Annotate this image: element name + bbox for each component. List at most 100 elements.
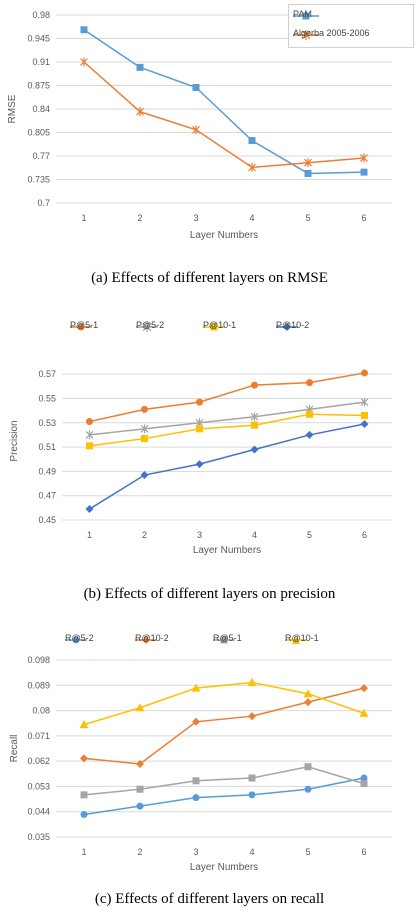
precision-legend: P@5-1 P@5-2 P@10-1 P@10-2 [70,320,410,336]
legend-item-r5-2: R@5-2 [65,633,94,645]
chart-panel-recall: 0.035 0.044 0.053 0.062 0.071 0.08 0.089 0.098 1… [0,625,419,914]
y-tick-label: 0.49 [38,466,56,476]
chart-panel-precision: 0.45 0.47 0.49 0.51 0.53 0.55 0.57 1 2 3 4 5 6 Layer … [0,310,419,610]
series-p-10-2 [85,419,369,514]
data-point [306,410,313,418]
data-point [141,435,148,443]
y-tick-label: 0.735 [27,175,50,185]
data-point [195,460,204,469]
y-tick-label: 0.91 [32,57,50,67]
data-point [360,168,368,176]
legend-label-p5-2: P@5-2 [136,320,165,330]
y-tick-label: 0.053 [27,781,50,791]
data-point [192,84,200,92]
data-point [196,398,203,406]
x-axis-title: Layer Numbers [193,545,261,556]
data-point [248,137,256,145]
data-point [303,689,313,698]
legend-label-r5-2: R@5-2 [65,633,94,643]
series-p-5-1 [86,369,368,426]
legend-label-pam: PAM [293,9,312,19]
recall-legend: R@5-2 R@10-2 R@5-1 R@10-1 [65,633,410,649]
y-tick-label: 0.071 [27,731,50,741]
data-point [192,717,200,726]
y-tick-label: 0.84 [32,104,50,114]
series-line [83,687,365,765]
x-axis-title: Layer Numbers [190,862,258,873]
data-point [141,405,148,413]
data-point [304,698,312,707]
recall-chart: 0.035 0.044 0.053 0.062 0.071 0.08 0.089 0.098 1… [9,655,392,873]
y-tick-label: 0.45 [38,515,56,525]
data-point [196,425,203,433]
data-point [248,791,256,799]
data-point [80,811,88,819]
series-r-5-1 [80,763,368,799]
data-point [80,791,88,799]
legend-item-p5-2: P@5-2 [136,320,165,332]
y-tick-label: 0.55 [38,393,56,403]
data-point [135,703,145,712]
legend-item-p5-1: P@5-1 [70,320,99,332]
y-tick-label: 0.53 [38,418,56,428]
y-tick-label: 0.035 [27,832,50,842]
y-tick-label: 0.77 [32,151,50,161]
data-point [248,162,256,172]
data-point [192,125,200,135]
data-point [250,412,259,422]
series-r-10-2 [80,684,368,768]
data-point [192,794,200,802]
rmse-legend: PAM Algerba 2005-2006 [288,4,414,48]
data-point [360,153,368,163]
y-tick-label: 0.7 [37,198,50,208]
y-tick-label: 0.945 [27,34,50,44]
y-axis-title: Recall [9,735,20,763]
legend-label-p10-1: P@10-1 [203,320,237,330]
legend-item-pam: PAM [293,9,319,21]
y-tick-label: 0.875 [27,81,50,91]
legend-label-r10-2: R@10-2 [135,633,169,643]
legend-label-p5-1: P@5-1 [70,320,99,330]
caption-precision: (b) Effects of different layers on preci… [83,586,336,602]
x-tick-label: 6 [361,847,366,857]
data-point [136,802,144,810]
x-tick-label: 6 [362,530,367,540]
data-point [192,777,200,785]
x-tick-label: 1 [81,213,86,223]
series-line [89,413,365,447]
y-tick-label: 0.089 [27,680,50,690]
data-point [80,57,88,67]
series-line [83,29,365,175]
x-tick-label: 3 [193,847,198,857]
y-tick-label: 0.062 [27,756,50,766]
data-point [360,419,369,428]
data-point [305,430,314,439]
y-tick-label: 0.51 [38,442,56,452]
series-line [83,61,365,169]
data-point [360,684,368,693]
data-point [304,785,312,793]
x-tick-label: 4 [249,213,254,223]
legend-item-p10-1: P@10-1 [203,320,237,332]
data-point [361,369,368,377]
legend-label-p10-2: P@10-2 [276,320,310,330]
data-point [140,471,149,480]
data-point [248,712,256,721]
series-line [89,372,365,423]
y-tick-label: 0.57 [38,369,56,379]
x-tick-label: 1 [87,530,92,540]
x-tick-label: 5 [307,530,312,540]
data-point [360,397,369,407]
data-point [306,379,313,387]
series-r-5-2 [80,774,368,819]
series-line [83,777,365,816]
legend-item-p10-2: P@10-2 [276,320,310,332]
x-tick-label: 2 [137,847,142,857]
x-tick-label: 4 [249,847,254,857]
data-point [250,445,259,454]
caption-rmse: (a) Effects of different layers on RMSE [91,270,328,286]
series-line [89,401,365,436]
legend-marker-p5-2 [136,322,158,332]
series-line [83,765,365,796]
data-point [361,411,368,419]
